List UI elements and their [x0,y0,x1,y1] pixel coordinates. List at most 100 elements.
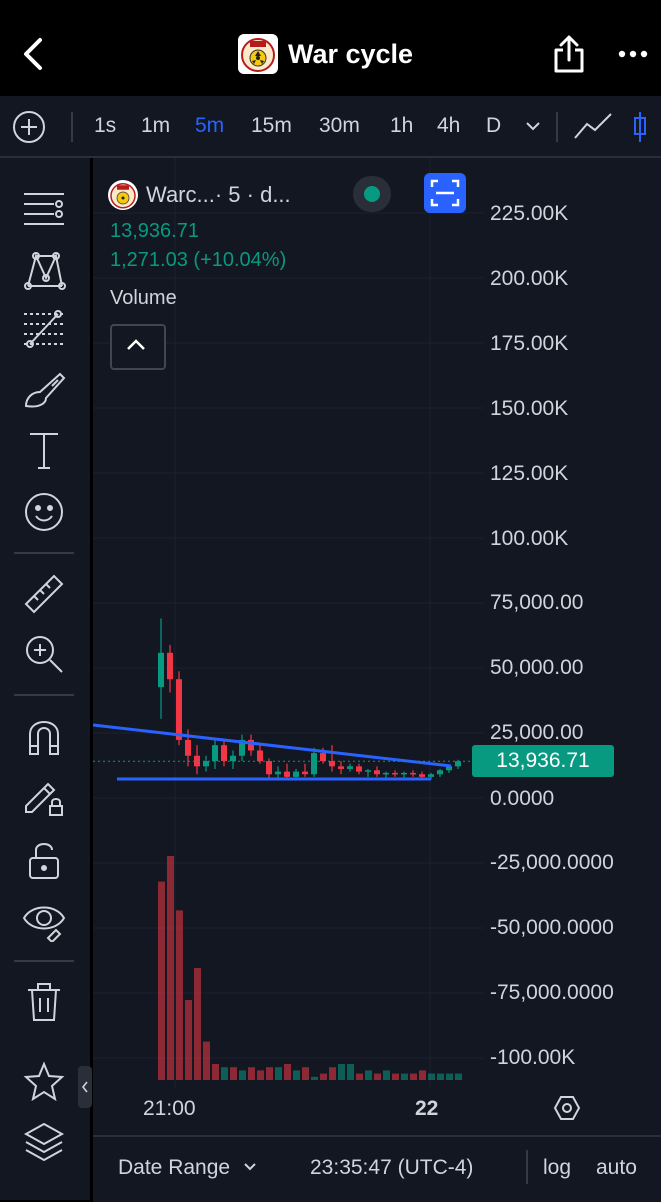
volume-bar [257,1070,264,1080]
volume-bar [176,910,183,1080]
candle-body [410,772,416,775]
market-status[interactable] [353,176,391,212]
divider [14,552,74,554]
timeframe-1m[interactable]: 1m [141,114,171,137]
candle-body [392,772,398,775]
trend-line [93,723,452,768]
tool-ruler[interactable] [22,572,66,616]
price-axis-label: 50,000.00 [490,656,584,679]
volume-bar [329,1067,336,1080]
candle-chart-type-button[interactable] [630,110,661,144]
tool-magnet[interactable] [22,714,66,758]
volume-bar [320,1073,327,1080]
timeframe-dropdown[interactable] [523,116,543,136]
date-range-button[interactable]: Date Range [118,1156,258,1180]
tool-zoom[interactable] [22,632,66,676]
current-price-label: 13,936.71 [472,745,614,777]
candle-body [419,774,425,777]
candle-body [167,652,173,680]
candle-body [248,739,254,751]
brush-icon [24,372,66,408]
timeframe-1h[interactable]: 1h [390,114,414,137]
auto-scale-toggle[interactable]: auto [596,1156,637,1179]
more-dots-icon [618,50,648,58]
tool-brush[interactable] [22,368,66,412]
magnet-icon [29,721,59,755]
candle-body [311,753,317,775]
token-logo [108,180,138,210]
chevron-down-icon [244,1163,256,1171]
tool-unlock[interactable] [22,838,66,882]
status-dot [364,186,380,202]
timeframe-1s[interactable]: 1s [94,114,117,137]
timeframe-d[interactable]: D [486,114,502,137]
tool-delete[interactable] [22,980,66,1024]
line-chart-type-button[interactable] [573,112,613,142]
drawing-toolbar [0,158,90,1200]
candle-body [365,770,371,772]
timeframe-4h[interactable]: 4h [437,114,461,137]
price-chart[interactable] [93,158,661,1135]
menu-lines-icon [24,193,64,225]
tool-fib[interactable] [22,308,66,352]
candle-body [221,745,227,762]
chart-settings-button[interactable] [553,1094,581,1122]
timeframe-5m[interactable]: 5m [195,114,225,137]
tool-lock-drawing[interactable] [22,774,66,818]
timeframe-bar: 1s 1m 5m 15m 30m 1h 4h D [0,96,661,156]
tool-layers[interactable] [22,1120,66,1164]
candle-body [266,761,272,775]
timeframe-15m[interactable]: 15m [251,114,292,137]
top-bar: War cycle [0,0,661,96]
timezone-button[interactable]: 23:35:47 (UTC-4) [310,1156,474,1179]
volume-label: Volume [110,287,177,309]
price-axis-label: -100.00K [490,1046,576,1069]
volume-bar [266,1067,273,1080]
candle-body [437,770,443,775]
chevron-up-icon [127,339,145,350]
fullscreen-button[interactable] [424,173,466,213]
symbol-name: Warc... [146,182,215,207]
tool-text[interactable] [22,428,66,472]
back-button[interactable] [18,36,50,72]
lock-drawing-icon [25,782,63,816]
candle-body [293,771,299,777]
tool-emoji[interactable] [22,490,66,534]
share-icon [554,35,584,73]
more-button[interactable] [617,40,649,68]
candle-body [203,761,209,767]
candle-body [347,766,353,769]
candle-body [383,772,389,775]
toolbar-collapse-toggle[interactable] [78,1066,92,1108]
symbol-legend[interactable]: Warc... · 5 · d... [108,178,338,212]
price-axis-label: 75,000.00 [490,591,584,614]
candle-body [338,766,344,769]
tool-favorites[interactable] [22,1060,66,1104]
price-axis-label: 175.00K [490,332,569,355]
candle-body [239,739,245,756]
volume-bar [194,968,201,1080]
price-axis-label: -50,000.0000 [490,916,614,939]
share-button[interactable] [552,34,586,74]
log-scale-toggle[interactable]: log [543,1156,572,1179]
volume-bar [311,1076,318,1080]
divider [14,960,74,962]
tool-pattern[interactable] [22,248,66,292]
volume-bar [437,1073,444,1080]
time-axis-label: 22 [415,1097,439,1120]
chart-pane[interactable] [93,158,661,1135]
volume-collapse-button[interactable] [110,324,166,370]
candles-icon [634,112,646,142]
add-symbol-button[interactable] [12,110,46,144]
volume-bar [410,1073,417,1080]
candle-body [158,652,164,688]
candle-body [455,761,461,767]
zoom-in-icon [26,636,63,673]
tool-lines[interactable] [22,188,66,232]
volume-bar [302,1067,309,1080]
tool-visibility[interactable] [22,898,66,942]
volume-bar [365,1070,372,1080]
volume-bar [293,1070,300,1080]
chevron-left-icon [24,38,42,70]
timeframe-30m[interactable]: 30m [319,114,360,137]
